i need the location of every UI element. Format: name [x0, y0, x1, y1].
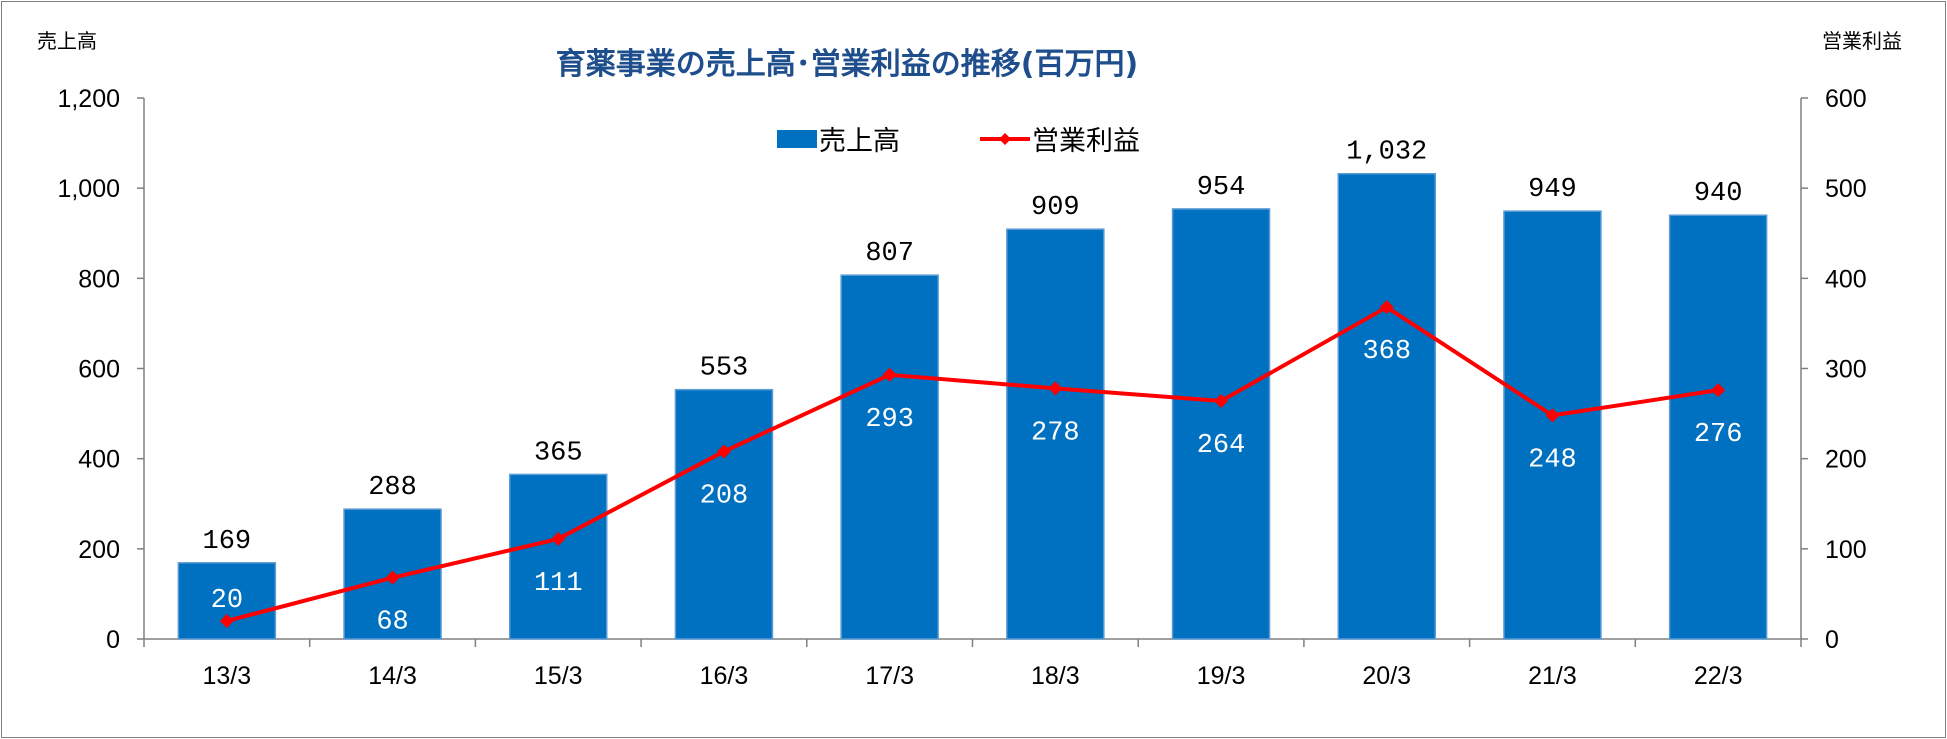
- x-axis-tick-label: 16/3: [700, 662, 749, 690]
- legend: 売上高 営業利益: [777, 126, 1140, 157]
- right-axis-unit-label: 営業利益: [1822, 29, 1902, 53]
- x-axis-tick-label: 14/3: [368, 662, 417, 690]
- sales-bar-value-label: 954: [1197, 173, 1246, 203]
- legend-line-label: 営業利益: [1032, 126, 1140, 157]
- sales-bar-value-label: 1,032: [1346, 138, 1427, 168]
- operating-profit-value-label: 278: [1031, 418, 1080, 448]
- operating-profit-marker: [1711, 383, 1726, 398]
- sales-bar: [509, 473, 608, 640]
- x-axis-tick-label: 18/3: [1031, 662, 1080, 690]
- legend-bar-swatch: [777, 130, 817, 148]
- sales-bar: [1337, 172, 1436, 640]
- operating-profit-value-label: 368: [1362, 337, 1411, 367]
- sales-bar-value-label: 169: [203, 527, 252, 557]
- sales-bar-value-label: 940: [1694, 179, 1743, 209]
- left-axis-tick-label: 1,200: [57, 85, 120, 113]
- operating-profit-value-label: 111: [534, 569, 583, 599]
- operating-profit-marker: [882, 367, 897, 382]
- right-axis-tick-label: 400: [1825, 265, 1867, 293]
- left-axis-unit-label: 売上高: [37, 29, 97, 53]
- operating-profit-marker: [1214, 393, 1229, 408]
- operating-profit-value-label: 248: [1528, 445, 1577, 475]
- sales-bar-value-label: 288: [368, 473, 417, 503]
- left-axis-tick-label: 0: [106, 626, 120, 654]
- right-axis-tick-label: 300: [1825, 356, 1867, 384]
- x-axis-tick-label: 22/3: [1694, 662, 1743, 690]
- operating-profit-value-label: 264: [1197, 431, 1246, 461]
- left-axis-tick-label: 1,000: [57, 175, 120, 203]
- sales-bar: [1171, 208, 1271, 640]
- sales-bar: [1503, 210, 1602, 640]
- operating-profit-marker: [551, 531, 566, 546]
- sales-bar: [1668, 214, 1768, 640]
- operating-profit-value-label: 68: [376, 608, 408, 638]
- right-axis-tick-label: 500: [1825, 175, 1867, 203]
- x-axis-tick-label: 15/3: [534, 662, 583, 690]
- operating-profit-marker: [1379, 300, 1394, 315]
- operating-profit-value-label: 276: [1694, 420, 1743, 450]
- x-axis-tick-label: 20/3: [1362, 662, 1411, 690]
- right-axis-tick-label: 100: [1825, 536, 1867, 564]
- chart-title: 育薬事業の売上高･営業利益の推移(百万円): [556, 47, 1138, 82]
- legend-line-marker: [999, 133, 1011, 145]
- left-axis-tick-label: 200: [78, 536, 120, 564]
- sales-bar-value-label: 909: [1031, 193, 1080, 223]
- x-axis-tick-label: 21/3: [1528, 662, 1577, 690]
- right-axis-tick-label: 0: [1825, 626, 1839, 654]
- operating-profit-marker: [1545, 408, 1560, 423]
- operating-profit-marker: [385, 570, 400, 585]
- x-axis-tick-label: 19/3: [1197, 662, 1246, 690]
- sales-bar-value-label: 807: [865, 239, 914, 269]
- sales-bar-value-label: 365: [534, 438, 583, 468]
- operating-profit-value-label: 293: [865, 405, 914, 435]
- left-axis-tick-label: 400: [78, 446, 120, 474]
- left-axis-tick-label: 800: [78, 265, 120, 293]
- sales-bar: [1006, 228, 1105, 640]
- operating-profit-value-label: 208: [700, 481, 749, 511]
- sales-bar-value-label: 949: [1528, 175, 1577, 205]
- x-axis-tick-label: 17/3: [865, 662, 914, 690]
- operating-profit-marker: [1048, 381, 1063, 396]
- sales-bar-value-label: 553: [700, 354, 749, 384]
- operating-profit-line: [226, 305, 1719, 623]
- sales-bar: [674, 388, 774, 640]
- left-axis-tick-label: 600: [78, 356, 120, 384]
- x-axis-tick-label: 13/3: [203, 662, 252, 690]
- operating-profit-value-label: 20: [211, 586, 243, 616]
- operating-profit-marker: [219, 613, 234, 628]
- right-axis-tick-label: 200: [1825, 446, 1867, 474]
- legend-bar-label: 売上高: [819, 126, 900, 157]
- right-axis-tick-label: 600: [1825, 85, 1867, 113]
- sales-bar: [840, 274, 939, 640]
- operating-profit-marker: [716, 444, 731, 459]
